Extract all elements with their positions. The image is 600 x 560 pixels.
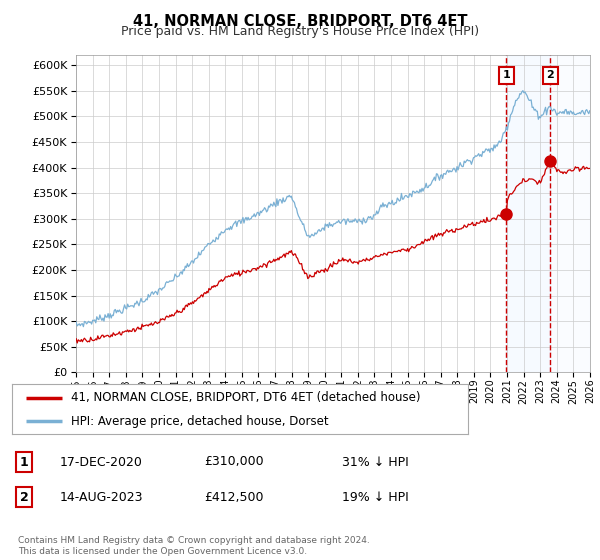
Text: 14-AUG-2023: 14-AUG-2023 <box>60 491 143 504</box>
Text: Contains HM Land Registry data © Crown copyright and database right 2024.
This d: Contains HM Land Registry data © Crown c… <box>18 536 370 556</box>
Text: 41, NORMAN CLOSE, BRIDPORT, DT6 4ET (detached house): 41, NORMAN CLOSE, BRIDPORT, DT6 4ET (det… <box>71 391 421 404</box>
Text: 31% ↓ HPI: 31% ↓ HPI <box>342 455 409 469</box>
Text: Price paid vs. HM Land Registry's House Price Index (HPI): Price paid vs. HM Land Registry's House … <box>121 25 479 38</box>
Text: 2: 2 <box>20 491 28 504</box>
Text: 17-DEC-2020: 17-DEC-2020 <box>60 455 143 469</box>
Text: £310,000: £310,000 <box>204 455 263 469</box>
Text: 19% ↓ HPI: 19% ↓ HPI <box>342 491 409 504</box>
Bar <box>506 55 550 372</box>
Text: 2: 2 <box>547 71 554 81</box>
Bar <box>550 55 590 372</box>
Text: £412,500: £412,500 <box>204 491 263 504</box>
Text: 1: 1 <box>20 455 28 469</box>
Text: HPI: Average price, detached house, Dorset: HPI: Average price, detached house, Dors… <box>71 415 329 428</box>
Text: 41, NORMAN CLOSE, BRIDPORT, DT6 4ET: 41, NORMAN CLOSE, BRIDPORT, DT6 4ET <box>133 14 467 29</box>
Text: 1: 1 <box>502 71 510 81</box>
